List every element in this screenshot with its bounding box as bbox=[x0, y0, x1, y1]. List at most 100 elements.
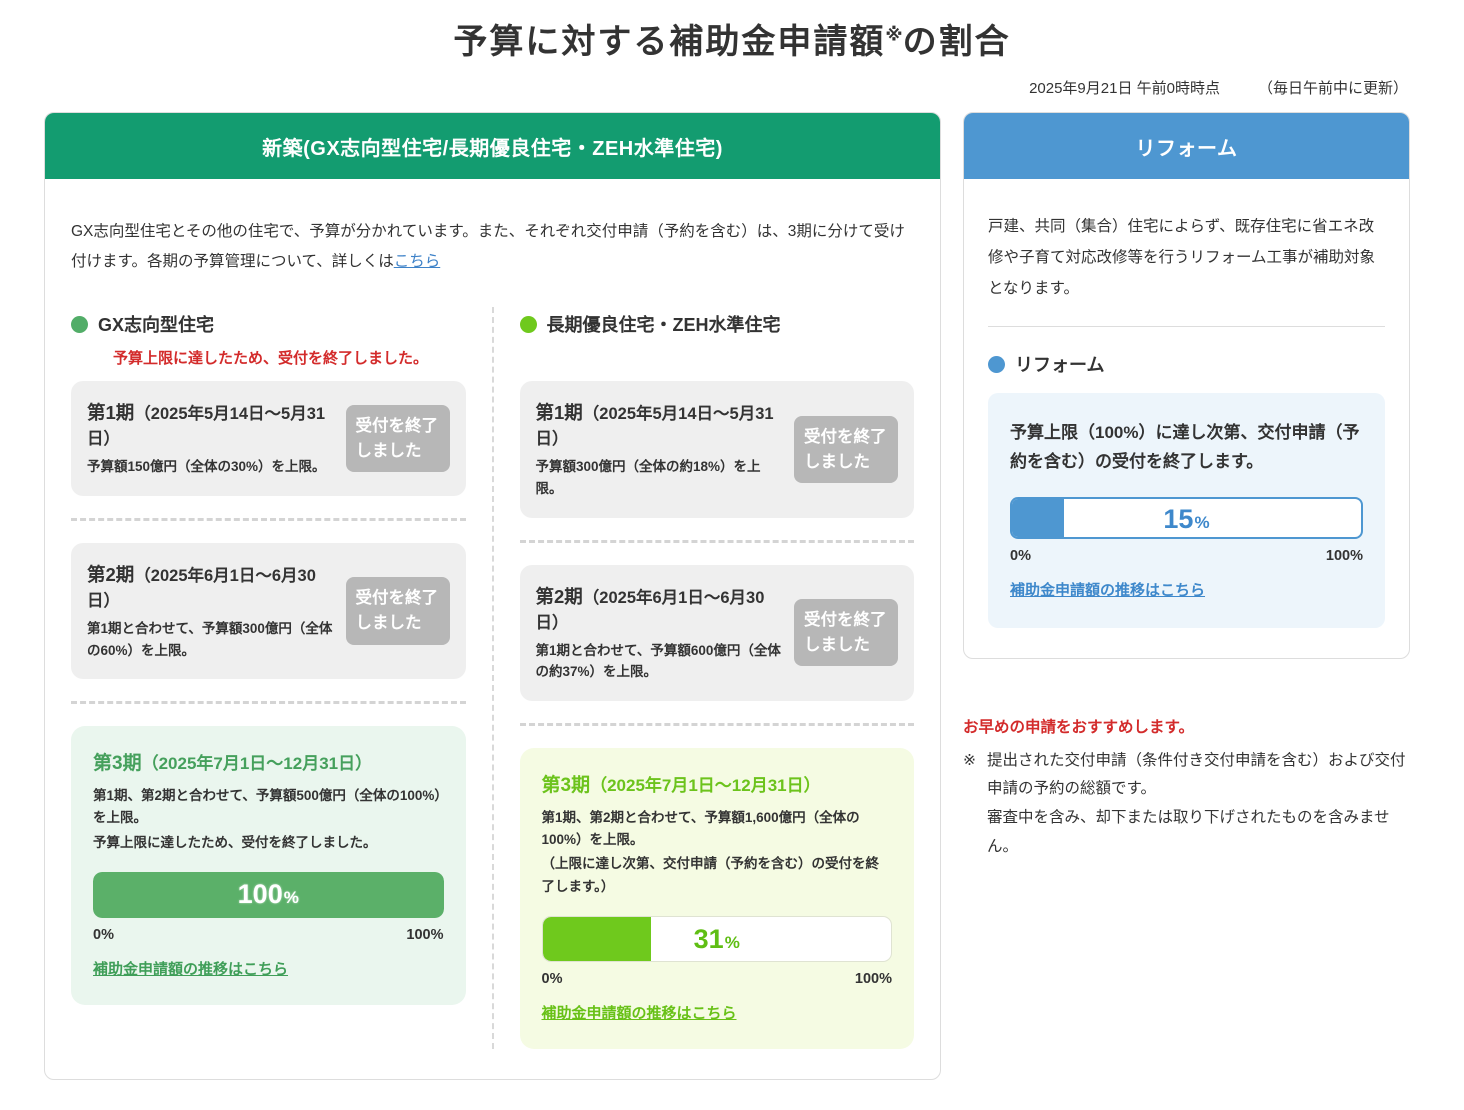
period-text-line1: 第1期、第2期と合わせて、予算額500億円（全体の100%）を上限。 bbox=[93, 788, 442, 826]
period-title: 第3期（2025年7月1日〜12月31日） bbox=[542, 770, 893, 797]
period-text-line2: （上限に達し次第、交付申請（予約を含む）の受付を終了します。） bbox=[541, 856, 880, 894]
zeh-period2-card: 第2期（2025年6月1日〜6月30日） 第1期と合わせて、予算額600億円（全… bbox=[519, 564, 914, 701]
reform-notice: 予算上限（100%）に達し次第、交付申請（予約を含む）の受付を終了します。 bbox=[1010, 423, 1360, 471]
shinchiku-description: GX志向型住宅とその他の住宅で、予算が分かれています。また、それぞれ交付申請（予… bbox=[71, 217, 914, 277]
reform-trend-link[interactable]: 補助金申請額の推移はこちら bbox=[1010, 581, 1206, 599]
progress-number: 15 bbox=[1163, 503, 1194, 534]
gx-progress-scale: 0% 100% bbox=[93, 927, 444, 943]
zeh-period1-info: 第1期（2025年5月14日〜5月31日） 予算額300億円（全体の約18%）を… bbox=[536, 399, 787, 499]
zeh-legend: 長期優良住宅・ZEH水準住宅 bbox=[519, 311, 915, 337]
zeh-progress-label: 31% bbox=[543, 917, 892, 961]
progress-unit: % bbox=[283, 888, 299, 908]
zeh-column: 長期優良住宅・ZEH水準住宅 第1期（2025年5月14日〜5月31日） 予算額… bbox=[491, 307, 915, 1049]
page-title: 予算に対する補助金申請額※の割合 bbox=[0, 14, 1464, 63]
shinchiku-card-header: 新築(GX志向型住宅/長期優良住宅・ZEH水準住宅) bbox=[45, 113, 940, 179]
note-line1: 提出された交付申請（条件付き交付申請を含む）および交付申請の予約の総額です。 bbox=[987, 751, 1406, 798]
progress-unit: % bbox=[724, 932, 740, 952]
period-text: 第1期と合わせて、予算額300億円（全体の60%）を上限。 bbox=[87, 621, 333, 658]
zeh-progress-fill bbox=[542, 916, 651, 961]
period-text-line1: 第1期、第2期と合わせて、予算額1,600億円（全体の100%）を上限。 bbox=[541, 809, 860, 848]
asterisk-note: ※ 提出された交付申請（条件付き交付申請を含む）および交付申請の予約の総額です。審… bbox=[963, 747, 1406, 862]
period-title: 第2期（2025年6月1日〜6月30日） bbox=[87, 561, 338, 611]
progress-number: 31 bbox=[693, 923, 724, 954]
shinchiku-columns: GX志向型住宅 予算上限に達したため、受付を終了しました。 第1期（2025年5… bbox=[71, 307, 915, 1049]
reform-card-header: リフォーム bbox=[964, 113, 1409, 179]
gx-progress-bar: 100% bbox=[93, 872, 444, 919]
period-text: 予算額300億円（全体の約18%）を上限。 bbox=[535, 459, 761, 497]
zeh-notice-spacer bbox=[520, 347, 915, 381]
shinchiku-card-body: GX志向型住宅とその他の住宅で、予算が分かれています。また、それぞれ交付申請（予… bbox=[45, 179, 940, 1079]
recommend-notice: お早めの申請をおすすめします。 bbox=[963, 718, 1194, 736]
zeh-progress-bar: 31% bbox=[541, 915, 892, 962]
page-title-main: 予算に対する補助金申請額 bbox=[453, 23, 886, 61]
period-title: 第1期（2025年5月14日〜5月31日） bbox=[536, 399, 787, 449]
closed-badge: 受付を終了しました bbox=[345, 577, 450, 645]
period-range: （2025年6月1日〜6月30日） bbox=[87, 567, 316, 611]
gx-period1-card: 第1期（2025年5月14日〜5月31日） 予算額150億円（全体の30%）を上… bbox=[71, 381, 466, 497]
shinchiku-card: 新築(GX志向型住宅/長期優良住宅・ZEH水準住宅) GX志向型住宅とその他の住… bbox=[44, 112, 941, 1080]
scale-max: 100% bbox=[406, 927, 444, 944]
period-title: 第2期（2025年6月1日〜6月30日） bbox=[536, 583, 787, 633]
dashed-separator bbox=[519, 722, 914, 726]
dashed-separator bbox=[71, 701, 466, 705]
reform-progress-scale: 0% 100% bbox=[1010, 548, 1363, 564]
reform-legend-label: リフォーム bbox=[1015, 355, 1105, 375]
footnote: お早めの申請をおすすめします。 ※ 提出された交付申請（条件付き交付申請を含む）お… bbox=[963, 715, 1410, 862]
progress-number: 100 bbox=[237, 879, 283, 910]
reform-dot-icon bbox=[988, 355, 1005, 373]
scale-min: 0% bbox=[93, 927, 114, 944]
zeh-trend-link[interactable]: 補助金申請額の推移はこちら bbox=[541, 1004, 737, 1022]
zeh-progress-zone: 31% 0% 100% 補助金申請額の推移はこちら bbox=[541, 898, 893, 1023]
gx-legend: GX志向型住宅 bbox=[71, 311, 466, 337]
period-text: 第1期と合わせて、予算額600億円（全体の約37%）を上限。 bbox=[535, 642, 781, 680]
period-title: 第3期（2025年7月1日〜12月31日） bbox=[93, 748, 444, 775]
gx-period2-info: 第2期（2025年6月1日〜6月30日） 第1期と合わせて、予算額300億円（全… bbox=[87, 561, 338, 661]
page-title-tail: の割合 bbox=[902, 23, 1011, 61]
scale-min: 0% bbox=[541, 970, 563, 987]
gx-period2-card: 第2期（2025年6月1日〜6月30日） 第1期と合わせて、予算額300億円（全… bbox=[71, 543, 466, 680]
reform-progress-bar: 15% bbox=[1010, 496, 1363, 539]
period-number: 第3期 bbox=[93, 753, 142, 775]
closed-badge: 受付を終了しました bbox=[794, 598, 898, 667]
reform-progress-box: 予算上限（100%）に達し次第、交付申請（予約を含む）の受付を終了します。 15… bbox=[988, 393, 1385, 628]
zeh-period3-card: 第3期（2025年7月1日〜12月31日） 第1期、第2期と合わせて、予算額1,… bbox=[519, 747, 914, 1049]
gx-period3-card: 第3期（2025年7月1日〜12月31日） 第1期、第2期と合わせて、予算額50… bbox=[71, 726, 466, 1006]
gx-column: GX志向型住宅 予算上限に達したため、受付を終了しました。 第1期（2025年5… bbox=[71, 307, 492, 1048]
gx-progress-label: 100% bbox=[93, 872, 444, 918]
period-range: （2025年7月1日〜12月31日） bbox=[141, 754, 373, 774]
gx-trend-link[interactable]: 補助金申請額の推移はこちら bbox=[93, 961, 289, 979]
detail-link[interactable]: こちら bbox=[393, 253, 441, 271]
period-text: 予算額150億円（全体の30%）を上限。 bbox=[87, 459, 326, 475]
reform-description: 戸建、共同（集合）住宅によらず、既存住宅に省エネ改修や子育て対応改修等を行うリフ… bbox=[988, 218, 1376, 297]
period-range: （2025年7月1日〜12月31日） bbox=[590, 775, 821, 795]
period-range: （2025年5月14日〜5月31日） bbox=[87, 405, 326, 449]
dashed-separator bbox=[519, 539, 914, 543]
period-title: 第1期（2025年5月14日〜5月31日） bbox=[87, 399, 338, 449]
closed-badge: 受付を終了しました bbox=[345, 404, 450, 473]
gx-legend-label: GX志向型住宅 bbox=[98, 315, 215, 336]
gx-dot-icon bbox=[71, 315, 88, 333]
divider bbox=[988, 326, 1385, 327]
period-number: 第3期 bbox=[541, 774, 591, 796]
gx-closed-notice: 予算上限に達したため、受付を終了しました。 bbox=[113, 350, 429, 368]
gx-progress-zone: 100% 0% 100% 補助金申請額の推移はこちら bbox=[93, 854, 444, 979]
title-note-mark: ※ bbox=[885, 24, 903, 45]
reform-progress-fill bbox=[1012, 498, 1065, 537]
reform-legend: リフォーム bbox=[988, 351, 1385, 377]
scale-min: 0% bbox=[1010, 547, 1031, 564]
zeh-dot-icon bbox=[519, 315, 537, 333]
zeh-progress-scale: 0% 100% bbox=[542, 971, 893, 987]
zeh-period2-info: 第2期（2025年6月1日〜6月30日） 第1期と合わせて、予算額600億円（全… bbox=[536, 583, 787, 683]
period-number: 第2期 bbox=[87, 564, 135, 586]
note-line2: 審査中を含み、却下または取り下げされたものを含みません。 bbox=[987, 809, 1390, 855]
scale-max: 100% bbox=[1325, 547, 1363, 564]
update-note: （毎日午前中に更新） bbox=[1257, 80, 1408, 97]
closed-badge: 受付を終了しました bbox=[794, 415, 898, 484]
gx-period1-info: 第1期（2025年5月14日〜5月31日） 予算額150億円（全体の30%）を上… bbox=[87, 399, 338, 478]
content: 新築(GX志向型住宅/長期優良住宅・ZEH水準住宅) GX志向型住宅とその他の住… bbox=[44, 112, 1410, 1080]
reform-card-body: 戸建、共同（集合）住宅によらず、既存住宅に省エネ改修や子育て対応改修等を行うリフ… bbox=[964, 179, 1409, 658]
dashed-separator bbox=[71, 518, 466, 522]
period-range: （2025年6月1日〜6月30日） bbox=[535, 588, 765, 632]
zeh-period1-card: 第1期（2025年5月14日〜5月31日） 予算額300億円（全体の約18%）を… bbox=[519, 381, 914, 518]
reform-card: リフォーム 戸建、共同（集合）住宅によらず、既存住宅に省エネ改修や子育て対応改修… bbox=[963, 112, 1410, 659]
